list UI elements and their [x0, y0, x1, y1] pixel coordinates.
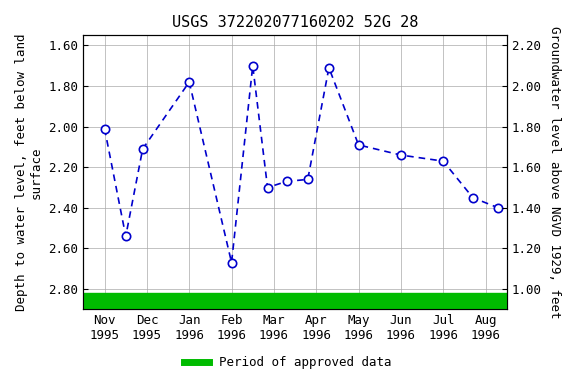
- Title: USGS 372202077160202 52G 28: USGS 372202077160202 52G 28: [172, 15, 418, 30]
- Bar: [84, 293, 507, 309]
- Y-axis label: Groundwater level above NGVD 1929, feet: Groundwater level above NGVD 1929, feet: [548, 26, 561, 319]
- Legend: Period of approved data: Period of approved data: [179, 351, 397, 374]
- Y-axis label: Depth to water level, feet below land
surface: Depth to water level, feet below land su…: [15, 33, 43, 311]
